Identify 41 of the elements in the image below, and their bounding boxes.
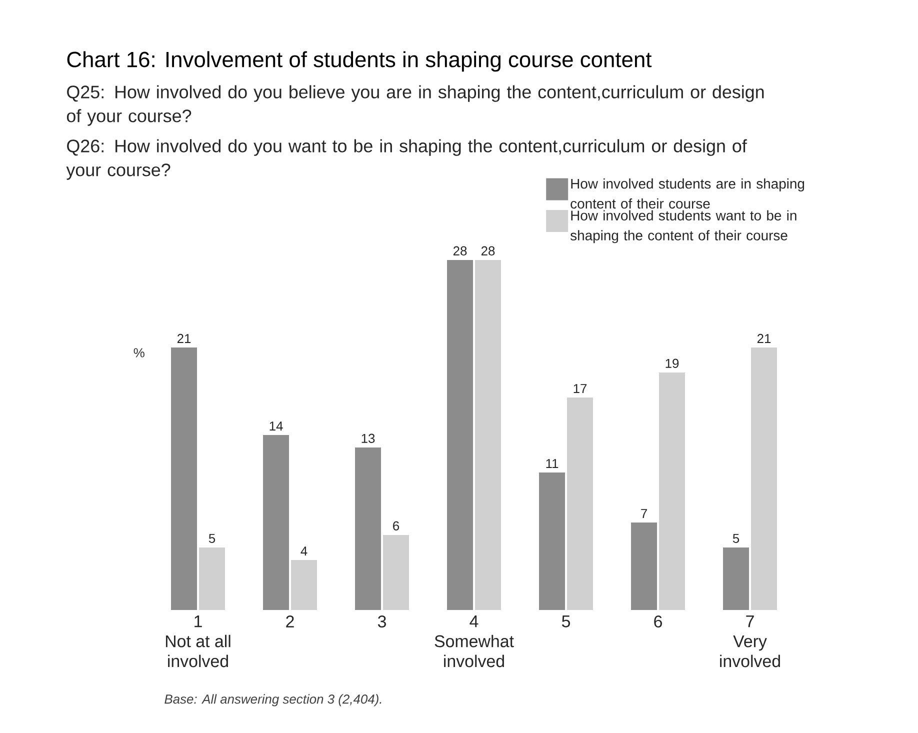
data-label: 19: [666, 358, 679, 368]
bar: [539, 472, 566, 610]
bar: [383, 535, 410, 610]
bar: [475, 260, 502, 610]
data-label: 4: [300, 546, 308, 556]
data-label: 7: [641, 509, 647, 518]
legend-label: How involved students are in shaping content of their course: [570, 178, 804, 209]
bar: [263, 435, 290, 610]
x-tick-label: 1 Not at all involved: [166, 616, 230, 668]
bar: [567, 398, 594, 610]
text: Base: All answering section 3 (2,404).: [164, 694, 382, 706]
bar: [751, 348, 778, 610]
chart-title: Chart 16: Involvement of students in shaping course content: [67, 51, 652, 72]
data-label: 5: [208, 534, 216, 543]
bar: [659, 372, 686, 610]
data-label: 28: [481, 246, 495, 256]
bar: [447, 260, 474, 610]
bar: [171, 348, 198, 610]
data-label: 28: [453, 246, 467, 256]
data-label: 21: [757, 334, 771, 343]
data-label: 21: [177, 334, 191, 343]
data-label: 11: [546, 459, 558, 468]
data-label: 17: [574, 384, 587, 393]
bar: [355, 448, 382, 610]
data-label: 5: [732, 534, 740, 543]
x-tick-label: 4 Somewhat involved: [434, 616, 514, 668]
y-axis-title: %: [134, 348, 144, 358]
data-label: 13: [362, 434, 375, 443]
x-tick-label: 3: [378, 616, 386, 628]
chart-subtitle: Q25: How involved do you believe you are in shaping the content,curriculum or design of your course?: [66, 85, 764, 126]
bar: [723, 548, 750, 610]
bar: [291, 560, 318, 610]
x-tick-label: 2: [286, 616, 294, 628]
x-tick-label: 7 Very involved: [720, 616, 780, 668]
bar: [199, 548, 226, 610]
data-label: 6: [393, 521, 400, 530]
data-label: 14: [270, 422, 283, 430]
x-tick-label: 6: [654, 616, 662, 628]
x-tick-label: 5: [562, 616, 570, 628]
bar: [631, 522, 658, 610]
legend-label: How involved students want to be in shaping the content of their course: [570, 210, 796, 244]
